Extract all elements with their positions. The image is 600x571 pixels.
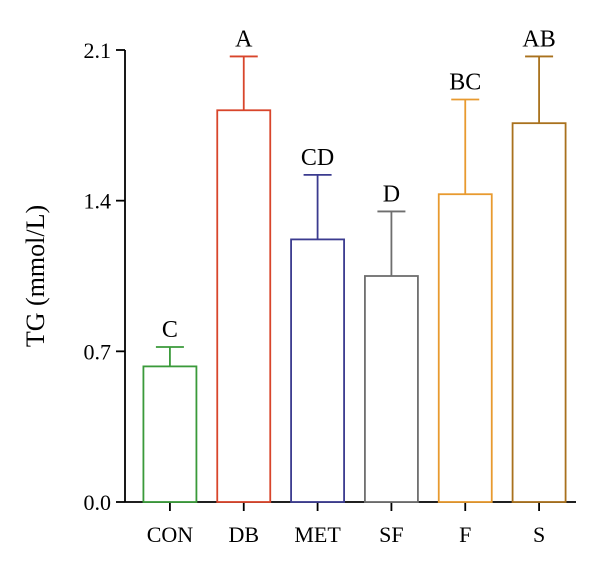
x-tick-label: S xyxy=(533,522,545,547)
significance-label: A xyxy=(235,26,253,52)
significance-label: AB xyxy=(522,26,555,52)
x-tick-label: SF xyxy=(379,522,403,547)
bar xyxy=(216,109,272,503)
bar xyxy=(437,193,493,503)
x-tick-label: F xyxy=(459,522,471,547)
y-axis-label: TG (mmol/L) xyxy=(21,205,50,347)
x-tick-label: DB xyxy=(228,522,259,547)
significance-label: CD xyxy=(301,145,334,171)
significance-label: BC xyxy=(449,70,481,96)
bar xyxy=(511,122,567,503)
x-tick-label: CON xyxy=(147,522,194,547)
y-tick-label: 2.1 xyxy=(84,38,112,63)
axes: 0.0 0.7 1.4 2.1 xyxy=(84,38,576,515)
x-tick-label: MET xyxy=(294,522,341,547)
significance-label: C xyxy=(162,317,178,343)
bars xyxy=(142,55,567,503)
significance-label: D xyxy=(383,181,400,207)
bar xyxy=(290,238,345,503)
y-tick-label: 1.4 xyxy=(84,189,112,214)
bar xyxy=(142,365,198,503)
y-tick-label: 0.0 xyxy=(84,490,112,515)
y-tick-label: 0.7 xyxy=(84,339,112,364)
labels: CON C DB A MET CD SF D F BC S AB xyxy=(147,26,556,547)
bar xyxy=(364,275,419,503)
